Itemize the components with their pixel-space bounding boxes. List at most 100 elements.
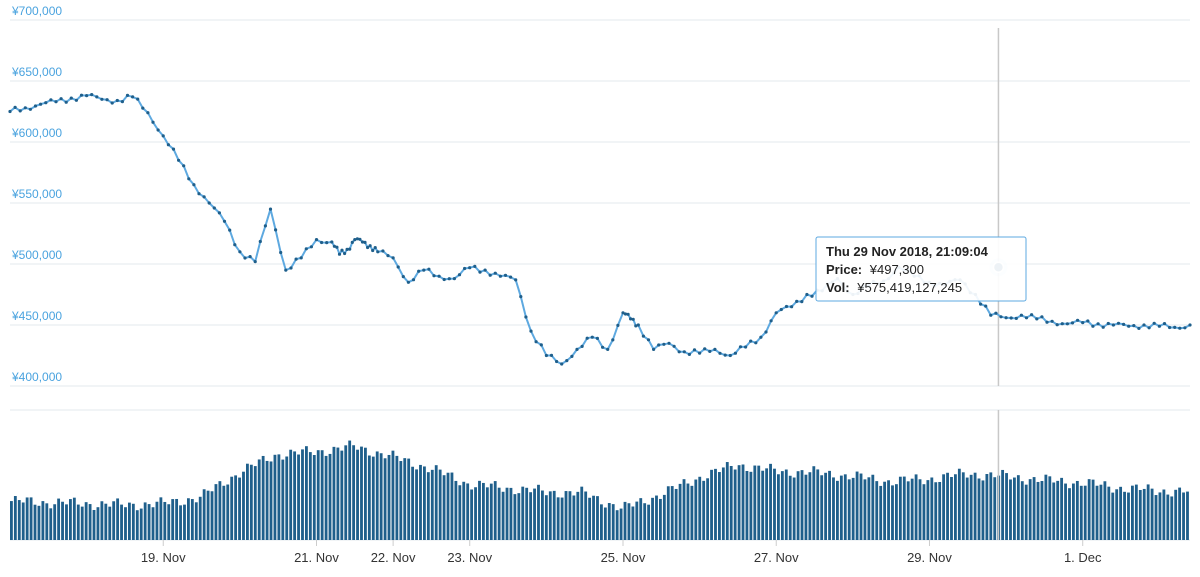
price-point[interactable] [580,344,584,348]
price-point[interactable] [560,362,564,366]
price-point[interactable] [23,106,27,110]
price-point[interactable] [182,164,186,168]
price-point[interactable] [463,266,467,271]
price-point[interactable] [28,107,32,111]
price-point[interactable] [171,147,176,151]
price-point[interactable] [192,183,196,187]
price-point[interactable] [320,240,324,245]
price-point[interactable] [396,265,400,269]
price-point[interactable] [363,240,367,244]
price-point[interactable] [39,102,43,106]
price-point[interactable] [74,98,78,102]
price-point[interactable] [994,311,998,315]
price-point[interactable] [979,302,983,306]
price-point[interactable] [784,304,789,309]
price-point[interactable] [268,207,273,211]
price-point[interactable] [1152,321,1156,325]
price-point[interactable] [79,93,84,97]
price-point[interactable] [1147,326,1151,330]
price-point[interactable] [274,228,278,232]
price-point[interactable] [549,353,554,357]
price-point[interactable] [258,239,262,244]
price-point[interactable] [233,243,237,247]
price-point[interactable] [1035,317,1039,321]
price-point[interactable] [452,277,456,281]
price-point[interactable] [353,238,357,242]
price-point[interactable] [141,106,145,110]
price-point[interactable] [95,95,99,99]
price-point[interactable] [810,294,814,298]
price-point[interactable] [590,335,594,339]
price-point[interactable] [248,255,252,259]
price-series[interactable] [8,93,1192,366]
price-point[interactable] [595,336,600,340]
price-point[interactable] [539,343,543,347]
price-point[interactable] [1168,325,1172,330]
price-point[interactable] [1111,323,1115,327]
price-point[interactable] [708,349,712,353]
price-point[interactable] [368,244,372,248]
price-point[interactable] [1137,326,1141,330]
price-point[interactable] [631,317,635,321]
price-point[interactable] [437,274,441,278]
price-point[interactable] [565,359,569,363]
price-point[interactable] [358,237,362,241]
price-point[interactable] [544,353,549,358]
price-point[interactable] [44,101,48,105]
price-point[interactable] [136,97,140,101]
price-point[interactable] [1050,319,1054,323]
price-point[interactable] [325,241,329,245]
price-point[interactable] [795,299,799,303]
price-point[interactable] [1183,326,1187,330]
price-point[interactable] [54,100,58,104]
price-point[interactable] [222,219,227,223]
price-point[interactable] [212,206,216,210]
price-point[interactable] [406,280,410,284]
price-point[interactable] [207,201,211,205]
price-point[interactable] [299,256,303,260]
price-point[interactable] [1019,313,1024,317]
price-point[interactable] [805,292,809,297]
price-point[interactable] [1081,321,1085,325]
price-point[interactable] [355,237,359,241]
price-point[interactable] [611,338,615,342]
price-point[interactable] [984,304,988,308]
price-point[interactable] [677,350,681,354]
price-point[interactable] [161,134,165,138]
price-point[interactable] [800,300,804,304]
price-point[interactable] [1127,324,1131,328]
price-point[interactable] [146,111,150,115]
price-point[interactable] [202,195,206,199]
price-point[interactable] [779,307,783,312]
price-point[interactable] [110,101,114,105]
price-point[interactable] [728,353,732,358]
price-point[interactable] [332,244,336,248]
price-point[interactable] [371,248,375,253]
price-point[interactable] [723,353,727,357]
price-point[interactable] [1096,322,1100,326]
price-point[interactable] [69,96,73,100]
price-point[interactable] [59,97,63,101]
price-point[interactable] [1173,325,1177,329]
price-point[interactable] [294,257,298,261]
price-point[interactable] [243,256,247,260]
price-point[interactable] [636,323,640,327]
price-point[interactable] [713,347,717,351]
price-point[interactable] [340,248,344,252]
price-point[interactable] [151,120,155,124]
price-point[interactable] [289,266,293,270]
price-point[interactable] [1157,324,1161,328]
price-point[interactable] [391,256,395,260]
price-point[interactable] [524,315,528,319]
price-point[interactable] [641,334,646,338]
price-point[interactable] [49,98,53,102]
price-point[interactable] [629,317,633,321]
price-point[interactable] [519,295,523,299]
price-point[interactable] [698,351,702,355]
price-point[interactable] [1142,323,1146,327]
price-point[interactable] [1091,324,1095,328]
price-point[interactable] [187,177,191,181]
price-point[interactable] [585,336,589,340]
price-point[interactable] [228,228,232,232]
price-point[interactable] [350,240,354,244]
